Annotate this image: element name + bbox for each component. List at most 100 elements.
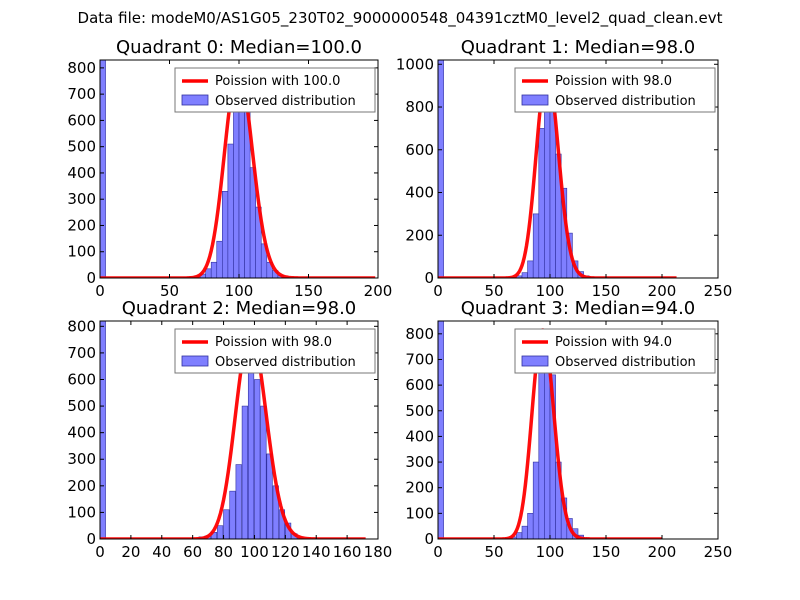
y-tick-label: 400 — [405, 427, 434, 445]
y-tick-label: 800 — [405, 325, 434, 343]
x-tick-label: 120 — [271, 543, 300, 561]
histogram-bar — [549, 374, 556, 539]
plot-data — [438, 60, 678, 278]
x-tick-label: 20 — [121, 543, 140, 561]
x-tick-label: 50 — [484, 543, 503, 561]
chart-panel-2: Quadrant 2: Median=98.00 20 40 60 80 100 120 14… — [67, 298, 392, 561]
legend-label-poisson: Poission with 100.0 — [215, 74, 340, 89]
x-tick-label: 250 — [704, 543, 733, 561]
x-tick-label: 150 — [592, 543, 621, 561]
x-tick-label: 160 — [333, 543, 362, 561]
y-tick-label: 600 — [405, 376, 434, 394]
chart-title: Quadrant 2: Median=98.0 — [122, 298, 357, 319]
histogram-bar — [210, 261, 218, 278]
histogram-bar — [229, 490, 236, 539]
histogram-bar — [260, 405, 267, 539]
x-tick-label: 0 — [95, 282, 105, 300]
axes-frame — [437, 320, 719, 540]
histogram-bar — [527, 260, 534, 278]
legend: Poission with 100.0 Observed distribution — [174, 67, 376, 113]
x-tick-label: 0 — [95, 543, 105, 561]
histogram-bar — [516, 532, 523, 539]
chart-panel-3: Quadrant 3: Median=94.0 0 50 100 150 200 250 0 1… — [405, 298, 732, 561]
x-tick-label: 200 — [648, 282, 677, 300]
histogram-bar — [100, 60, 106, 278]
legend-label-observed: Observed distribution — [215, 355, 356, 370]
histogram-bar — [233, 88, 240, 278]
y-tick-label: 200 — [67, 216, 96, 234]
y-tick-label: 0 — [86, 269, 96, 287]
histogram-bar — [527, 513, 534, 539]
x-tick-label: 100 — [536, 282, 565, 300]
y-tick-label: 400 — [405, 184, 434, 202]
axes-frame — [437, 59, 719, 279]
x-tick-label: 50 — [160, 282, 179, 300]
y-tick-label: 700 — [67, 85, 96, 103]
histogram-bar — [538, 361, 545, 539]
legend-bar-swatch — [521, 94, 549, 106]
histogram-bar — [521, 272, 528, 278]
y-tick-label: 600 — [67, 370, 96, 388]
x-tick-label: 0 — [433, 543, 443, 561]
legend-label-poisson: Poission with 98.0 — [555, 74, 672, 89]
y-tick-label: 1000 — [396, 55, 434, 73]
x-tick-label: 60 — [183, 543, 202, 561]
legend: Poission with 98.0 Observed distribution — [514, 67, 716, 113]
y-tick-label: 800 — [405, 98, 434, 116]
histogram-bar — [217, 525, 224, 539]
legend-bar-swatch — [521, 355, 549, 367]
y-tick-label: 200 — [405, 479, 434, 497]
legend-label-poisson: Poission with 94.0 — [555, 335, 672, 350]
chart-panel-1: Quadrant 1: Median=98.0 0 50 100 150 200 250 0 2… — [396, 37, 733, 300]
y-tick-label: 100 — [67, 243, 96, 261]
poisson-curve — [438, 68, 678, 278]
histogram-bar — [223, 509, 230, 539]
histogram-bar — [532, 213, 540, 278]
y-tick-label: 500 — [67, 397, 96, 415]
x-tick-label: 180 — [364, 543, 393, 561]
y-tick-label: 800 — [67, 59, 96, 77]
y-tick-label: 400 — [67, 424, 96, 442]
x-tick-label: 200 — [364, 282, 393, 300]
legend: Poission with 98.0 Observed distribution — [174, 328, 376, 374]
histogram-bar — [235, 464, 242, 539]
chart-panel-0: Quadrant 0: Median=100.0 0 50 100 150 200 0 100… — [67, 37, 392, 300]
histogram-bar — [521, 525, 528, 539]
histogram-bar — [216, 240, 223, 278]
axes-frame — [99, 320, 379, 540]
x-tick-label: 140 — [302, 543, 331, 561]
histogram-bar — [538, 128, 545, 278]
histogram-bar — [438, 60, 444, 278]
x-tick-label: 80 — [214, 543, 233, 561]
legend-bar-swatch — [181, 355, 209, 367]
y-tick-label: 800 — [67, 317, 96, 335]
x-tick-label: 150 — [592, 282, 621, 300]
y-tick-label: 300 — [67, 450, 96, 468]
histogram-bar — [100, 321, 106, 539]
y-tick-label: 200 — [67, 477, 96, 495]
chart-title: Quadrant 3: Median=94.0 — [461, 298, 696, 319]
y-tick-label: 0 — [424, 530, 434, 548]
x-tick-label: 100 — [240, 543, 269, 561]
histogram-bar — [438, 321, 444, 539]
legend-label-observed: Observed distribution — [215, 94, 356, 109]
histogram-bar — [532, 461, 540, 539]
histogram-bar — [227, 143, 234, 278]
x-tick-label: 100 — [225, 282, 254, 300]
x-tick-label: 150 — [294, 282, 323, 300]
legend-label-poisson: Poission with 98.0 — [215, 335, 332, 350]
y-tick-label: 0 — [86, 530, 96, 548]
histogram-bar — [254, 379, 261, 539]
figure-title: Data file: modeM0/AS1G05_230T02_90000005… — [78, 9, 723, 28]
y-tick-label: 600 — [67, 111, 96, 129]
x-tick-label: 100 — [536, 543, 565, 561]
y-tick-label: 500 — [405, 402, 434, 420]
histogram-bar — [241, 405, 248, 539]
y-tick-label: 500 — [67, 138, 96, 156]
y-tick-label: 300 — [405, 453, 434, 471]
x-tick-label: 200 — [648, 543, 677, 561]
y-tick-label: 300 — [67, 190, 96, 208]
x-tick-label: 0 — [433, 282, 443, 300]
legend-label-observed: Observed distribution — [555, 355, 696, 370]
